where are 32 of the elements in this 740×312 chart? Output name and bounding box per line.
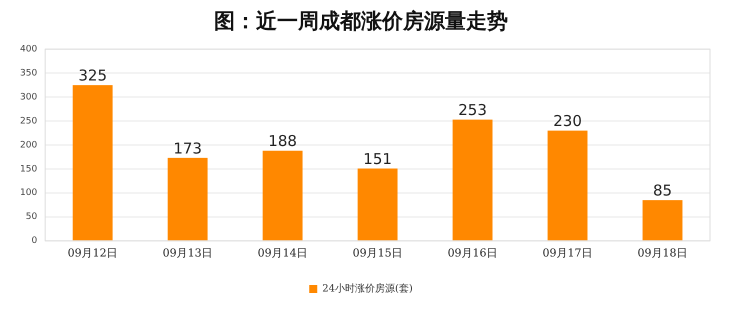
bar — [262, 150, 303, 240]
chart-title: 图：近一周成都涨价房源量走势 — [214, 9, 508, 34]
data-label: 188 — [268, 132, 297, 150]
y-tick-label: 0 — [31, 236, 38, 246]
x-tick-label: 09月15日 — [352, 246, 403, 260]
x-tick-label: 09月12日 — [68, 246, 118, 260]
bar — [168, 158, 208, 240]
data-label: 325 — [78, 66, 107, 85]
y-tick-label: 300 — [20, 92, 38, 102]
y-tick-label: 100 — [20, 188, 38, 198]
bar — [358, 168, 398, 240]
y-tick-label: 350 — [20, 68, 38, 78]
data-label: 173 — [173, 139, 202, 158]
data-label: 85 — [652, 181, 672, 200]
x-tick-label: 09月16日 — [448, 246, 498, 260]
data-label: 253 — [458, 101, 487, 120]
legend-label: 24小时涨价房源(套) — [322, 282, 413, 295]
y-tick-label: 150 — [20, 164, 38, 174]
x-tick-label: 09月13日 — [162, 246, 213, 260]
x-tick-label: 09月14日 — [258, 246, 308, 260]
bar — [642, 200, 682, 240]
bar — [72, 85, 113, 240]
x-tick-label: 09月17日 — [542, 246, 593, 260]
bar — [548, 130, 588, 240]
y-tick-label: 200 — [20, 140, 38, 150]
y-tick-label: 250 — [20, 116, 38, 126]
data-label: 151 — [363, 150, 392, 168]
data-label: 230 — [553, 112, 582, 130]
x-tick-label: 09月18日 — [638, 246, 688, 260]
y-tick-label: 400 — [20, 44, 38, 55]
y-tick-label: 50 — [26, 212, 38, 222]
bar — [452, 120, 493, 240]
